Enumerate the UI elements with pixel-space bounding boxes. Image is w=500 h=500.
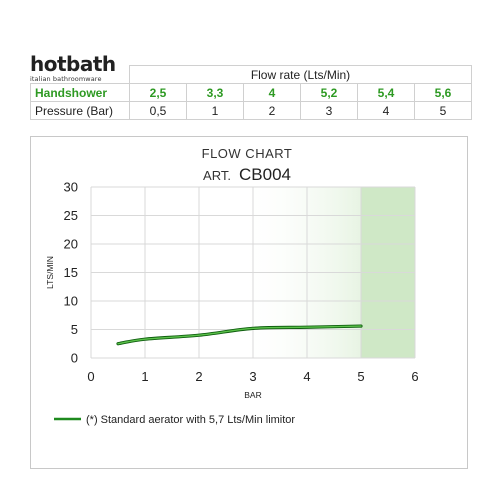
series-layer — [116, 324, 363, 346]
table-cell: 2 — [243, 101, 301, 120]
x-tick-label: 1 — [141, 369, 148, 384]
legend: (*) Standard aerator with 5,7 Lts/Min li… — [54, 414, 295, 426]
y-tick-label: 25 — [64, 208, 78, 223]
table-cell: 5,6 — [414, 83, 472, 102]
x-tick-label: 0 — [87, 369, 94, 384]
chart-subtitle-code: CB004 — [239, 165, 291, 184]
x-axis-ticks: 0 1 2 3 4 5 6 — [87, 369, 418, 384]
x-tick-label: 4 — [303, 369, 310, 384]
chart-subtitle-prefix: ART. — [203, 168, 231, 183]
series-line — [117, 325, 362, 345]
grid — [90, 186, 416, 359]
table-cell: 5,4 — [357, 83, 415, 102]
table-cell: 0,5 — [129, 101, 187, 120]
table-cell: 3,3 — [186, 83, 244, 102]
table-cell: 5,2 — [300, 83, 358, 102]
table-cell: 5 — [414, 101, 472, 120]
y-axis-ticks: 0 5 10 15 20 25 30 — [64, 180, 78, 366]
x-tick-label: 6 — [411, 369, 418, 384]
y-tick-label: 10 — [64, 294, 78, 309]
x-tick-label: 5 — [357, 369, 364, 384]
y-tick-label: 30 — [64, 180, 78, 195]
row-label-handshower: Handshower — [30, 83, 130, 102]
table-header-row: Flow rate (Lts/Min) — [30, 65, 472, 84]
y-axis-label: LTS/MIN — [45, 256, 55, 289]
flow-chart-panel: FLOW CHART ART. CB004 0 5 10 15 20 25 30 0 1 2 3 4… — [30, 136, 468, 469]
table-cell: 3 — [300, 101, 358, 120]
flow-rate-table: Flow rate (Lts/Min) Handshower 2,5 3,3 4… — [30, 65, 472, 120]
table-cell: 1 — [186, 101, 244, 120]
y-tick-label: 20 — [64, 237, 78, 252]
x-tick-label: 3 — [249, 369, 256, 384]
legend-entry: (*) Standard aerator with 5,7 Lts/Min li… — [86, 414, 295, 426]
x-tick-label: 2 — [195, 369, 202, 384]
table-corner — [30, 65, 130, 84]
table-row-pressure: Pressure (Bar) 0,5 1 2 3 4 5 — [30, 101, 472, 120]
x-axis-label: BAR — [244, 390, 261, 400]
y-tick-label: 15 — [64, 265, 78, 280]
table-cell: 2,5 — [129, 83, 187, 102]
chart-title: FLOW CHART — [202, 146, 293, 161]
row-label-pressure: Pressure (Bar) — [30, 101, 130, 120]
y-tick-label: 5 — [71, 322, 78, 337]
flow-chart: FLOW CHART ART. CB004 0 5 10 15 20 25 30 0 1 2 3 4… — [45, 146, 419, 426]
y-tick-label: 0 — [71, 351, 78, 366]
table-cell: 4 — [243, 83, 301, 102]
table-cell: 4 — [357, 101, 415, 120]
table-row-handshower: Handshower 2,5 3,3 4 5,2 5,4 5,6 — [30, 83, 472, 102]
table-header: Flow rate (Lts/Min) — [129, 65, 472, 84]
